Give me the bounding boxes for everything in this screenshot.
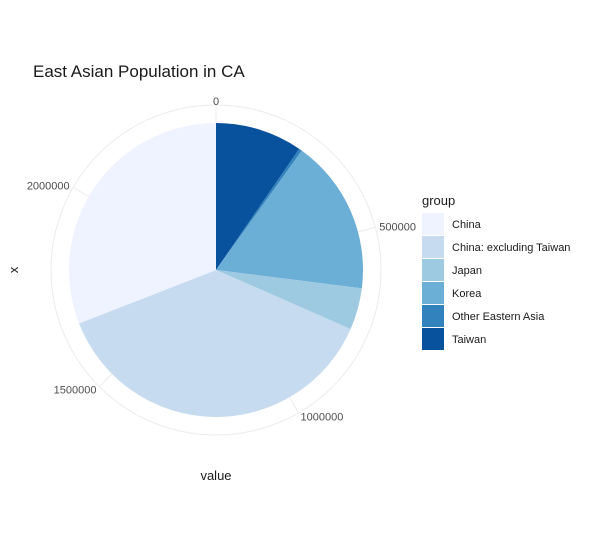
pie-slice-4 [79, 270, 351, 417]
x-axis-title: value [200, 468, 231, 483]
pie-slice-2 [216, 150, 363, 289]
legend-swatch-5 [422, 328, 444, 350]
legend-swatch-2 [422, 259, 444, 281]
legend: China China: excluding Taiwan Japan Korea Ot… [422, 213, 570, 350]
tick-label-1: 500000 [379, 221, 416, 233]
pie-slice-5 [69, 123, 216, 324]
pie-slice-1 [216, 148, 302, 270]
pie-slice-0 [216, 123, 300, 270]
legend-swatch-4 [422, 305, 444, 327]
tick-label-3: 1500000 [54, 385, 97, 397]
legend-swatch-3 [422, 282, 444, 304]
tick-label-4: 2000000 [27, 181, 70, 193]
tick-label-2: 1000000 [301, 411, 344, 423]
legend-label-0: China [452, 219, 482, 231]
y-axis-title: x [6, 266, 21, 273]
legend-label-1: China: excluding Taiwan [452, 242, 570, 254]
legend-swatch-0 [422, 213, 444, 235]
chart-title: East Asian Population in CA [33, 62, 245, 81]
legend-label-4: Other Eastern Asia [452, 311, 545, 323]
legend-swatch-1 [422, 236, 444, 258]
legend-label-5: Taiwan [452, 334, 486, 346]
legend-label-2: Japan [452, 265, 482, 277]
angular-ticks: 0 500000 1000000 1500000 2000000 [27, 96, 416, 423]
legend-label-3: Korea [452, 288, 482, 300]
pie-slice-3 [216, 270, 362, 330]
pie-slices [69, 123, 363, 417]
legend-title: group [422, 193, 455, 208]
tick-label-0: 0 [213, 96, 219, 108]
